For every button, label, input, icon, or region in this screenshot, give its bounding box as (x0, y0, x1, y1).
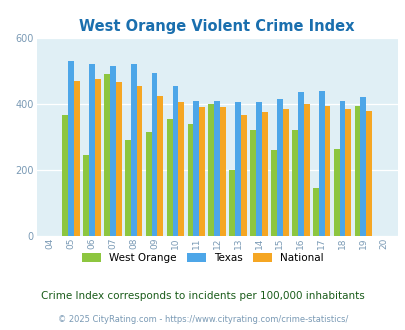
Bar (303, 104, 309, 236)
Text: Crime Index corresponds to incidents per 100,000 inhabitants: Crime Index corresponds to incidents per… (41, 291, 364, 301)
Bar (234, 102, 241, 236)
Text: © 2025 CityRating.com - https://www.cityrating.com/crime-statistics/: © 2025 CityRating.com - https://www.city… (58, 315, 347, 324)
Bar (89, 64, 95, 236)
Bar (151, 73, 157, 236)
Bar (208, 104, 214, 236)
Bar (157, 96, 163, 236)
Bar (62, 115, 68, 236)
Bar (318, 91, 324, 236)
Bar (130, 64, 136, 236)
Bar (193, 101, 199, 236)
Bar (261, 112, 267, 236)
Bar (199, 107, 205, 236)
Bar (110, 66, 115, 236)
Bar (271, 150, 276, 236)
Bar (297, 92, 303, 236)
Bar (68, 61, 74, 236)
Bar (360, 97, 365, 236)
Bar (74, 81, 79, 236)
Bar (324, 106, 330, 236)
Bar (145, 132, 151, 236)
Bar (115, 82, 121, 236)
Bar (166, 119, 172, 236)
Bar (241, 115, 246, 236)
Bar (136, 86, 142, 236)
Bar (249, 130, 256, 236)
Bar (256, 102, 261, 236)
Bar (276, 99, 282, 236)
Bar (178, 102, 184, 236)
Title: West Orange Violent Crime Index: West Orange Violent Crime Index (79, 19, 354, 34)
Bar (187, 124, 193, 236)
Bar (214, 101, 220, 236)
Bar (95, 79, 100, 236)
Bar (345, 109, 350, 236)
Bar (125, 140, 130, 236)
Bar (104, 74, 110, 236)
Bar (365, 111, 371, 236)
Bar (354, 106, 360, 236)
Bar (220, 107, 226, 236)
Bar (291, 130, 297, 236)
Legend: West Orange, Texas, National: West Orange, Texas, National (78, 248, 327, 267)
Bar (83, 155, 89, 236)
Bar (229, 170, 234, 236)
Bar (339, 101, 345, 236)
Bar (282, 109, 288, 236)
Bar (172, 86, 178, 236)
Bar (333, 148, 339, 236)
Bar (312, 188, 318, 236)
